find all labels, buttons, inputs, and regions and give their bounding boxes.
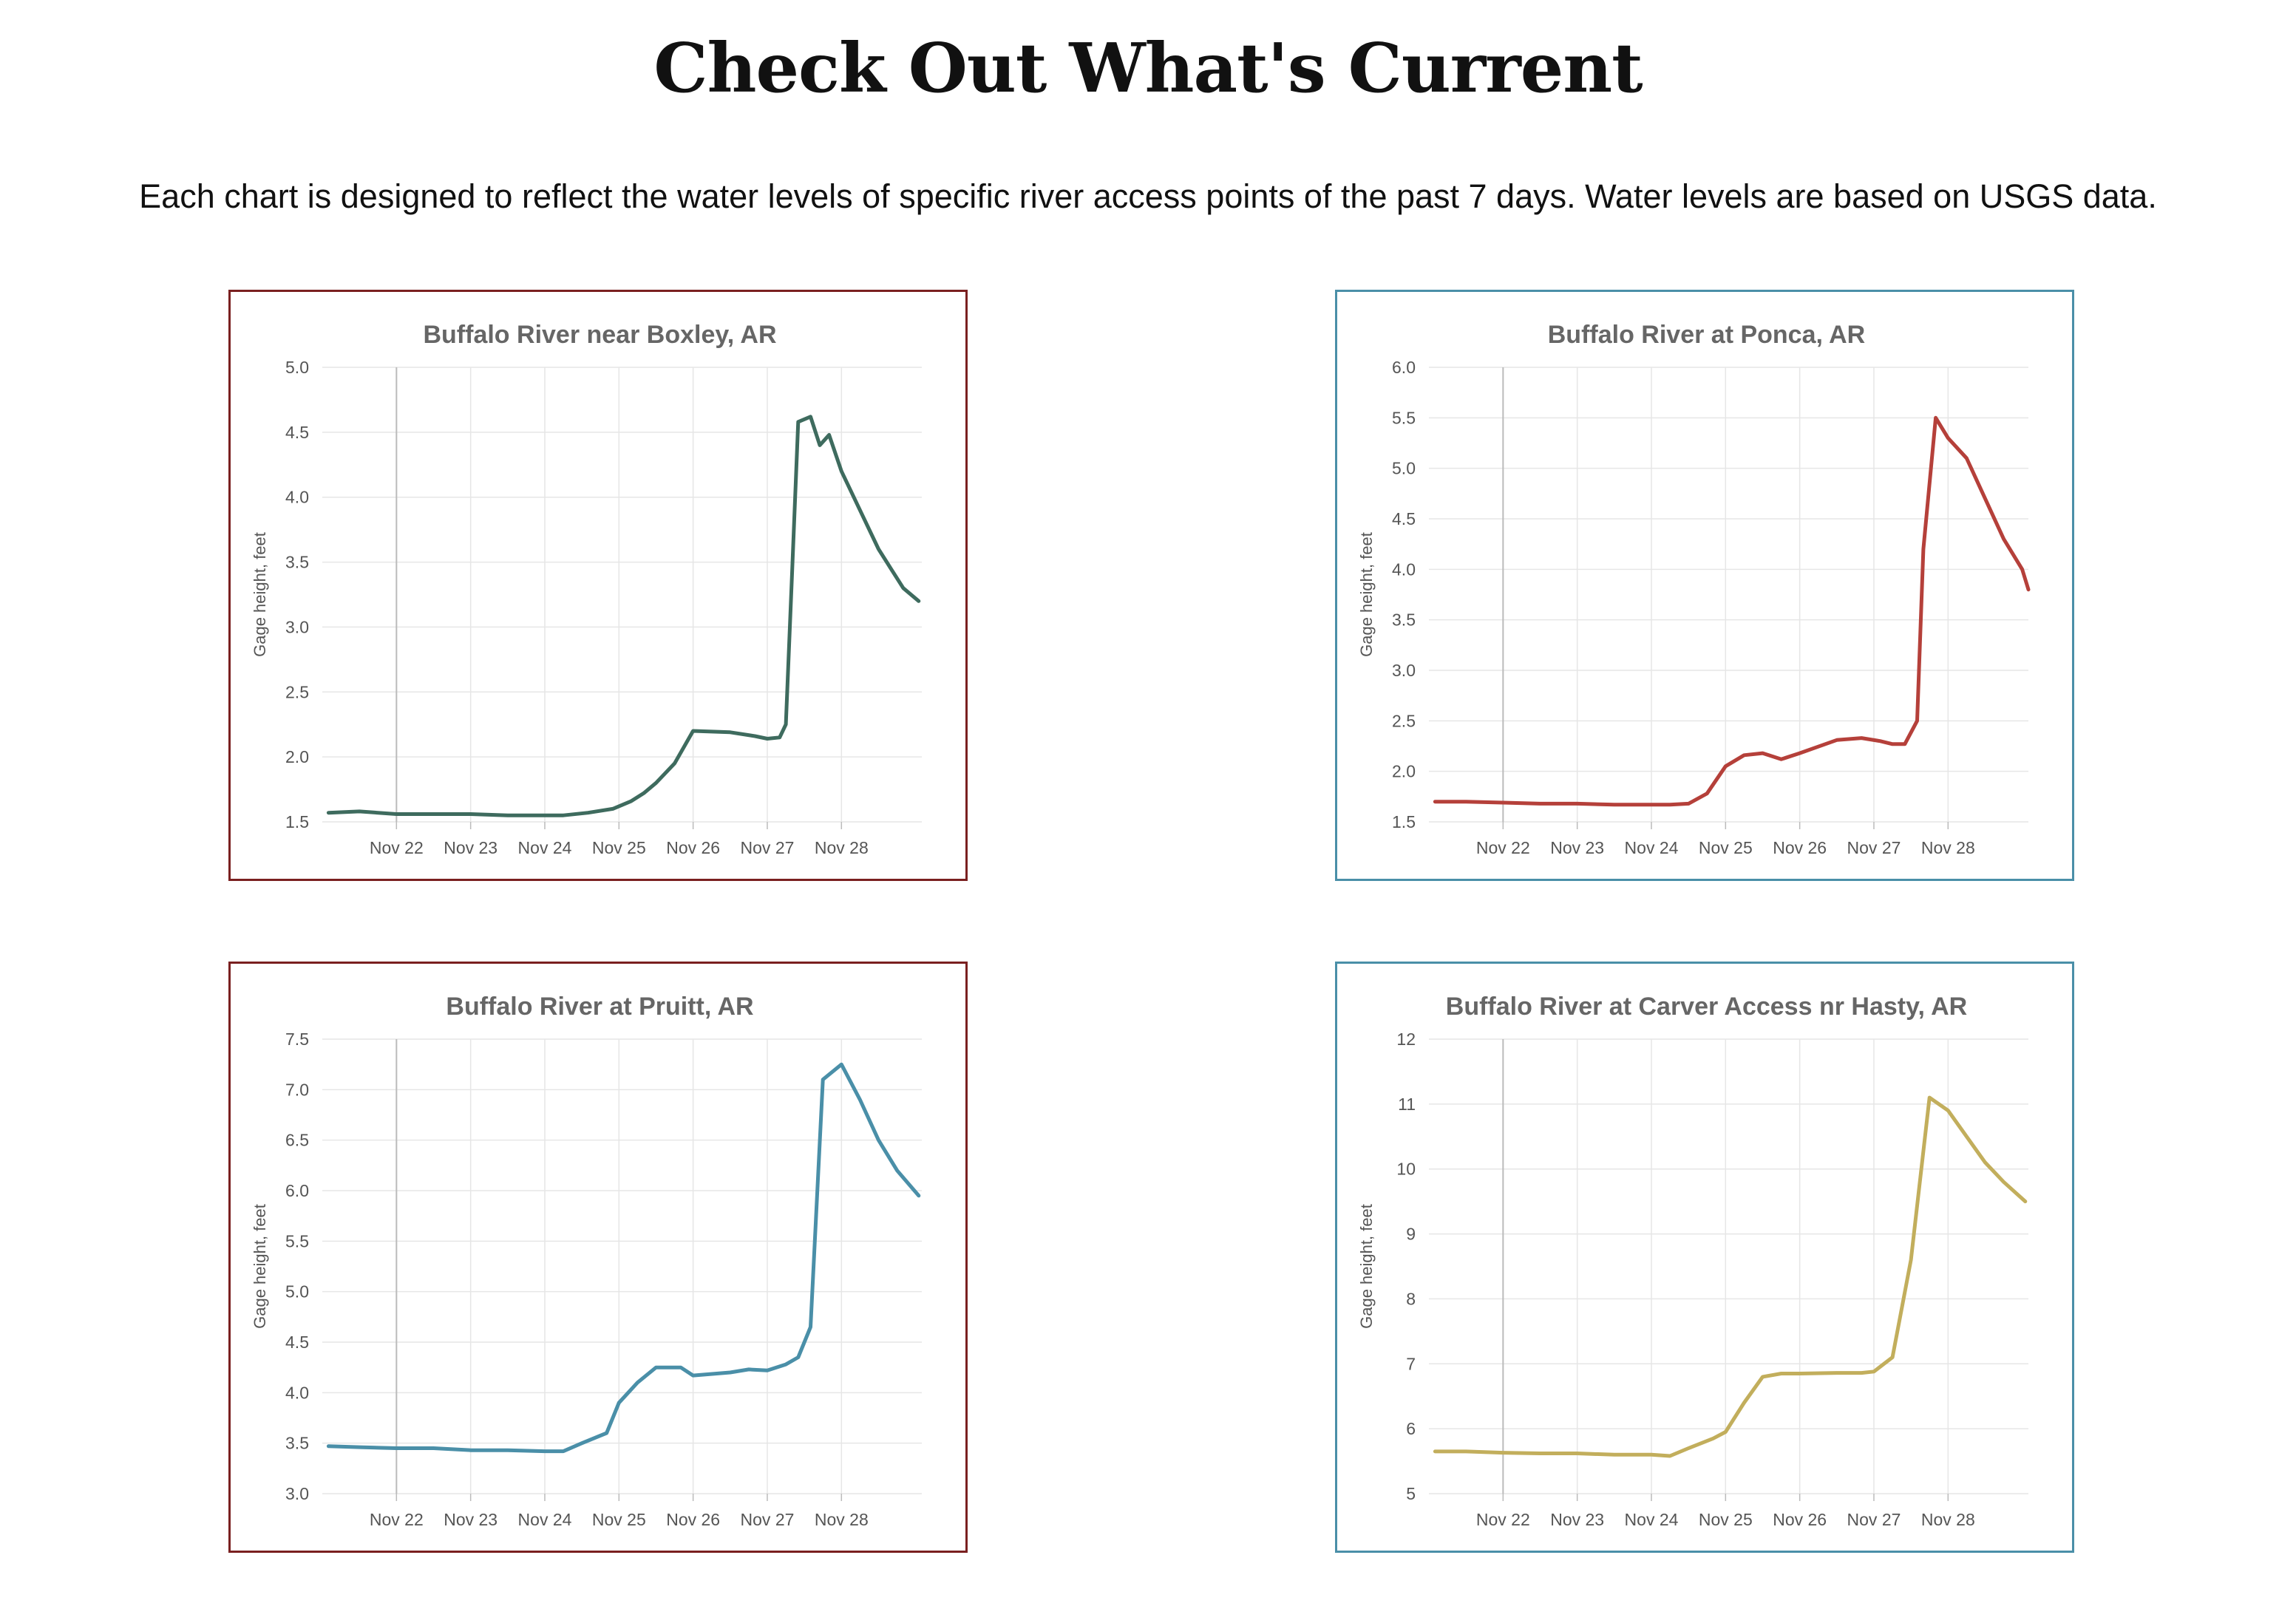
y-tick-label: 3.0	[1392, 661, 1416, 680]
x-tick-label: Nov 23	[444, 1510, 497, 1529]
x-tick-label: Nov 27	[1847, 838, 1901, 857]
x-tick-label: Nov 24	[518, 1510, 572, 1529]
y-tick-label: 11	[1398, 1095, 1416, 1114]
x-tick-label: Nov 27	[741, 838, 795, 857]
x-tick-label: Nov 22	[1476, 1510, 1530, 1529]
y-tick-label: 3.0	[285, 1484, 309, 1503]
x-tick-label: Nov 22	[1476, 838, 1530, 857]
x-tick-label: Nov 27	[1847, 1510, 1901, 1529]
chart-title: Buffalo River at Ponca, AR	[1548, 321, 1865, 349]
x-tick-label: Nov 26	[666, 1510, 720, 1529]
y-axis-label: Gage height, feet	[251, 1204, 269, 1329]
y-tick-label: 9	[1406, 1225, 1416, 1244]
x-tick-label: Nov 28	[1921, 1510, 1975, 1529]
x-tick-label: Nov 23	[1550, 1510, 1604, 1529]
y-tick-label: 4.0	[1392, 559, 1416, 579]
x-tick-label: Nov 28	[815, 1510, 869, 1529]
y-tick-label: 10	[1396, 1160, 1416, 1179]
y-tick-label: 3.0	[285, 617, 309, 636]
x-tick-label: Nov 26	[1773, 838, 1827, 857]
x-tick-label: Nov 26	[1773, 1510, 1827, 1529]
y-tick-label: 4.5	[1392, 509, 1416, 528]
x-tick-label: Nov 23	[1550, 838, 1604, 857]
x-tick-label: Nov 26	[666, 838, 720, 857]
page-description: Each chart is designed to reflect the wa…	[139, 177, 2157, 215]
chart-title: Buffalo River at Pruitt, AR	[446, 993, 753, 1021]
y-tick-label: 7.5	[285, 1030, 309, 1049]
y-tick-label: 6.0	[285, 1181, 309, 1200]
x-tick-label: Nov 22	[370, 838, 424, 857]
y-tick-label: 3.5	[285, 1434, 309, 1453]
y-tick-label: 7	[1406, 1354, 1416, 1373]
x-tick-label: Nov 28	[815, 838, 869, 857]
y-tick-label: 8	[1406, 1289, 1416, 1308]
y-tick-label: 1.5	[285, 812, 309, 831]
y-tick-label: 5.0	[285, 1282, 309, 1302]
y-tick-label: 3.5	[1392, 610, 1416, 630]
x-tick-label: Nov 25	[592, 838, 646, 857]
chart-card-boxley: Buffalo River near Boxley, AR 1.5 2.0 2.5 3.…	[228, 290, 968, 881]
y-tick-label: 4.0	[285, 1383, 309, 1402]
chart-svg: Buffalo River near Boxley, AR 1.5 2.0 2.5 3.…	[251, 321, 922, 857]
chart-card-ponca: Buffalo River at Ponca, AR 1.5 2.0 2.5 3.0 3.…	[1335, 290, 2074, 881]
x-tick-label: Nov 25	[1699, 1510, 1753, 1529]
y-tick-label: 3.5	[285, 553, 309, 572]
y-tick-label: 6	[1406, 1419, 1416, 1438]
y-tick-label: 5.0	[1392, 459, 1416, 478]
chart-card-pruitt: Buffalo River at Pruitt, AR 3.0 3.5 4.0 4.5 5…	[228, 962, 968, 1553]
y-tick-label: 4.0	[285, 488, 309, 507]
y-tick-label: 4.5	[285, 1333, 309, 1352]
y-tick-label: 2.0	[285, 747, 309, 766]
y-tick-label: 2.0	[1392, 762, 1416, 781]
y-tick-label: 5.5	[1392, 408, 1416, 427]
x-tick-label: Nov 24	[1625, 838, 1679, 857]
chart-title: Buffalo River at Carver Access nr Hasty,…	[1446, 993, 1967, 1021]
chart-svg: Buffalo River at Carver Access nr Hasty,…	[1357, 993, 2028, 1529]
y-tick-label: 5.5	[285, 1231, 309, 1251]
chart-card-carver: Buffalo River at Carver Access nr Hasty,…	[1335, 962, 2074, 1553]
series-line	[1433, 1095, 2028, 1458]
x-tick-label: Nov 23	[444, 838, 497, 857]
x-tick-label: Nov 25	[592, 1510, 646, 1529]
y-axis-label: Gage height, feet	[1357, 1204, 1376, 1329]
y-tick-label: 7.0	[285, 1080, 309, 1099]
y-tick-label: 5.0	[285, 358, 309, 377]
x-tick-label: Nov 22	[370, 1510, 424, 1529]
y-tick-label: 5	[1406, 1484, 1416, 1503]
series-line	[326, 1062, 921, 1454]
y-tick-label: 2.5	[1392, 711, 1416, 730]
y-tick-label: 12	[1396, 1030, 1416, 1049]
y-tick-label: 6.0	[1392, 358, 1416, 377]
chart-svg: Buffalo River at Pruitt, AR 3.0 3.5 4.0 4.5 5…	[251, 993, 922, 1529]
y-axis-label: Gage height, feet	[251, 532, 269, 657]
x-tick-label: Nov 27	[741, 1510, 795, 1529]
series-line	[1433, 415, 2031, 807]
series-line	[326, 415, 921, 817]
y-tick-label: 1.5	[1392, 812, 1416, 831]
x-tick-label: Nov 24	[518, 838, 572, 857]
chart-svg: Buffalo River at Ponca, AR 1.5 2.0 2.5 3.0 3.…	[1357, 321, 2031, 857]
y-tick-label: 4.5	[285, 423, 309, 442]
y-axis-label: Gage height, feet	[1357, 532, 1376, 657]
x-tick-label: Nov 24	[1625, 1510, 1679, 1529]
x-tick-label: Nov 28	[1921, 838, 1975, 857]
page-title: Check Out What's Current	[653, 28, 1643, 108]
y-tick-label: 6.5	[285, 1131, 309, 1150]
x-tick-label: Nov 25	[1699, 838, 1753, 857]
chart-title: Buffalo River near Boxley, AR	[423, 321, 776, 349]
y-tick-label: 2.5	[285, 682, 309, 701]
